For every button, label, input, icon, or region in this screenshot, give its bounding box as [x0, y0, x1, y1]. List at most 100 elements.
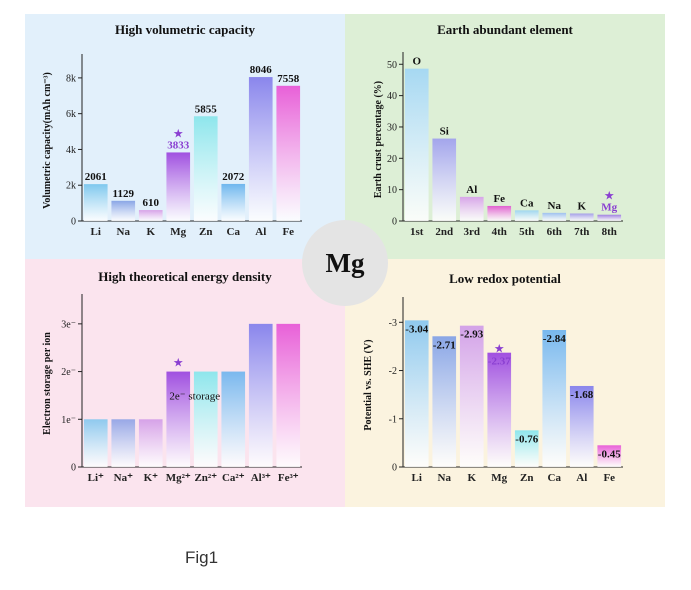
bar	[404, 320, 429, 467]
x-tick-label: K	[146, 226, 155, 238]
data-label: -2.71	[433, 339, 456, 351]
bar	[193, 371, 218, 467]
y-tick-label: 0	[392, 217, 397, 228]
data-label: -3.04	[405, 323, 428, 335]
bar	[193, 116, 218, 221]
x-tick-label: 3rd	[464, 226, 481, 238]
y-tick-label: 4k	[66, 145, 76, 156]
bar	[248, 77, 273, 221]
element-label: K	[577, 200, 586, 212]
x-tick-label: Fe	[282, 226, 294, 238]
y-tick-label: 6k	[66, 109, 76, 120]
y-tick-label: 0	[392, 463, 397, 474]
x-tick-label: Ca²⁺	[222, 472, 245, 484]
y-tick-label: 3e⁻	[61, 319, 76, 330]
y-tick-label: 30	[387, 122, 397, 133]
bar	[514, 430, 539, 467]
bar	[597, 445, 622, 467]
bar	[248, 323, 273, 467]
y-tick-label: 20	[387, 154, 397, 165]
x-tick-label: Ca	[227, 226, 241, 238]
x-tick-label: 8th	[602, 226, 617, 238]
x-tick-label: Fe³⁺	[278, 472, 299, 484]
element-label: Fe	[493, 193, 505, 205]
element-label: Si	[440, 126, 449, 138]
bar	[542, 212, 567, 221]
x-tick-label: 6th	[547, 226, 562, 238]
x-tick-label: K	[467, 472, 476, 484]
data-label: -2.37	[488, 356, 511, 368]
y-axis-label: Earth crust percentage (%)	[373, 81, 384, 198]
x-tick-label: Na⁺	[114, 472, 133, 484]
y-tick-label: 10	[387, 185, 397, 196]
bar	[459, 196, 484, 221]
x-tick-label: K⁺	[144, 472, 159, 484]
x-tick-label: Li	[91, 226, 101, 238]
bar	[221, 371, 246, 467]
storage-annotation: 2e⁻ storage	[169, 390, 220, 402]
y-tick-label: 1e⁻	[61, 415, 76, 426]
data-label: 2061	[85, 171, 107, 183]
data-label: 610	[143, 197, 160, 209]
bar	[597, 214, 622, 221]
bar	[432, 138, 457, 221]
data-label: 2072	[222, 171, 245, 183]
y-tick-label: 0	[71, 217, 76, 228]
bar	[569, 385, 594, 467]
x-tick-label: Mg²⁺	[166, 472, 191, 484]
bar	[487, 205, 512, 221]
x-tick-label: Al	[255, 226, 266, 238]
figure-caption: Fig1	[185, 548, 219, 567]
bar	[221, 183, 246, 221]
x-tick-label: Al	[576, 472, 587, 484]
highlight-star: ★	[494, 342, 505, 356]
bar	[111, 200, 136, 221]
y-tick-label: -1	[389, 414, 397, 425]
bar	[569, 213, 594, 221]
y-tick-label: -2	[389, 366, 397, 377]
x-tick-label: 5th	[519, 226, 534, 238]
x-tick-label: Li	[412, 472, 422, 484]
y-tick-label: 2e⁻	[61, 367, 76, 378]
y-tick-label: 0	[71, 463, 76, 474]
center-label: Mg	[325, 247, 365, 278]
data-label: -2.93	[460, 329, 483, 341]
x-tick-label: Zn²⁺	[194, 472, 217, 484]
highlight-star: ★	[173, 126, 184, 140]
bar	[404, 68, 429, 222]
highlight-star: ★	[173, 356, 184, 370]
x-tick-label: Na	[438, 472, 452, 484]
y-tick-label: 50	[387, 60, 397, 71]
x-tick-label: 1st	[410, 226, 424, 238]
bar	[83, 419, 108, 467]
data-label: -0.45	[598, 448, 621, 460]
y-tick-label: 2k	[66, 181, 76, 192]
x-tick-label: Al³⁺	[251, 472, 271, 484]
chart-title: High volumetric capacity	[114, 22, 256, 37]
data-label: -0.76	[515, 433, 538, 445]
x-tick-label: Mg	[491, 472, 507, 484]
bar	[83, 184, 108, 221]
element-label: O	[412, 56, 421, 68]
data-label: 5855	[195, 103, 218, 115]
bar	[542, 330, 567, 467]
y-axis-label: Volumetric capacity(mAh cm⁻³)	[42, 72, 53, 209]
bar	[459, 325, 484, 467]
data-label: 3833	[167, 139, 190, 151]
bar	[514, 210, 539, 221]
chart-title: Low redox potential	[449, 271, 561, 286]
x-tick-label: Li⁺	[88, 472, 104, 484]
x-tick-label: Zn	[520, 472, 533, 484]
y-axis-label: Electron storage per ion	[42, 332, 53, 435]
x-tick-label: Fe	[603, 472, 615, 484]
y-tick-label: 40	[387, 91, 397, 102]
x-tick-label: 7th	[574, 226, 589, 238]
element-label: Mg	[601, 202, 617, 214]
bar	[432, 336, 457, 467]
y-tick-label: 8k	[66, 73, 76, 84]
x-tick-label: 2nd	[435, 226, 453, 238]
x-tick-label: Na	[117, 226, 131, 238]
center-element-badge: Mg	[302, 220, 388, 306]
data-label: 8046	[250, 64, 273, 76]
